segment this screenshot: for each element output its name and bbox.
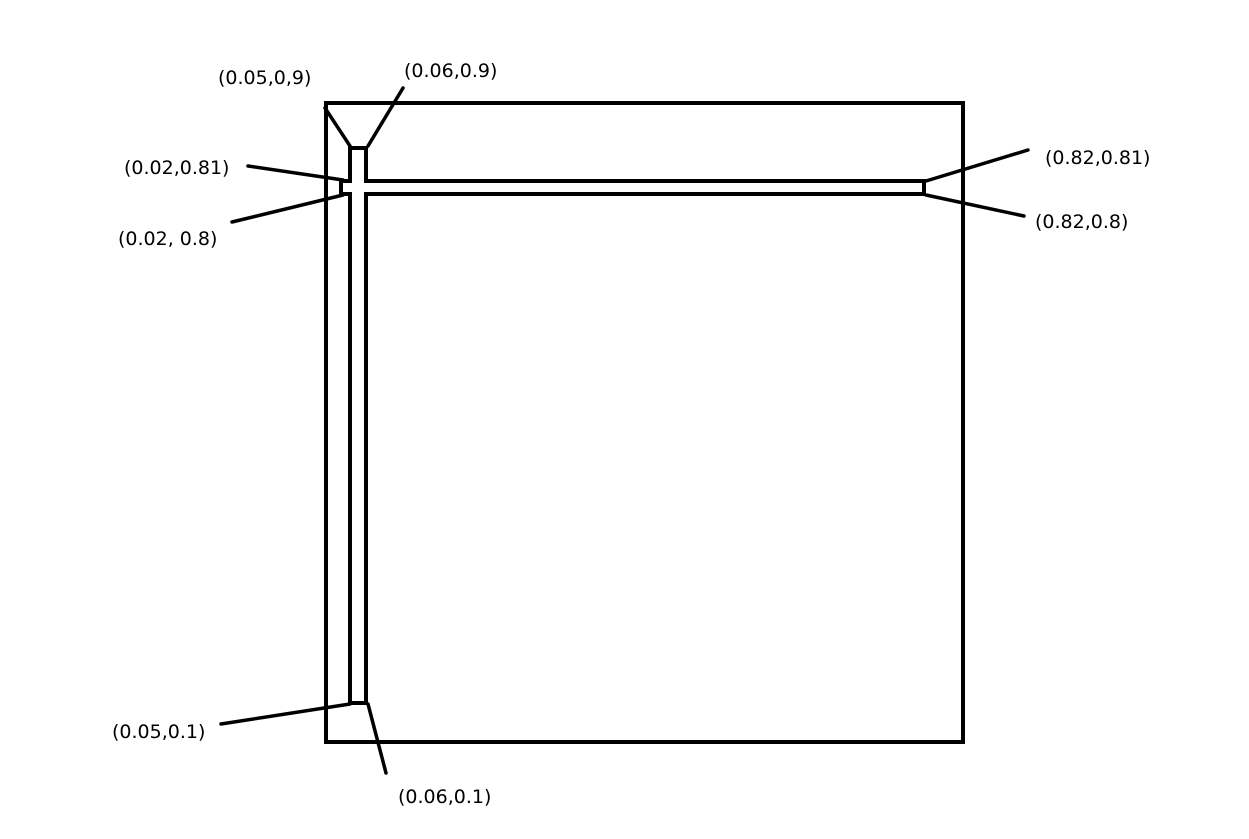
label-top-left-inner: (0.06,0.9): [404, 60, 497, 82]
label-right-upper: (0.82,0.81): [1045, 147, 1150, 169]
leader-right-upper: [924, 148, 1030, 183]
label-top-left-outer: (0.05,0,9): [218, 67, 311, 89]
label-bottom-left-inner: (0.06,0.1): [398, 786, 491, 808]
leader-right-lower: [924, 193, 1026, 218]
label-left-upper: (0.02,0.81): [124, 157, 229, 179]
label-right-lower: (0.82,0.8): [1035, 211, 1128, 233]
leader-top-left-inner: [366, 86, 405, 148]
cross-channel: [339, 146, 926, 705]
leader-bottom-left-outer: [219, 702, 352, 726]
leader-bottom-left-inner: [366, 702, 388, 775]
label-left-lower: (0.02, 0.8): [118, 228, 217, 250]
leader-top-left-outer: [323, 106, 352, 148]
label-bottom-left-outer: (0.05,0.1): [112, 721, 205, 743]
leader-left-upper: [246, 164, 345, 182]
domain-boundary: [324, 101, 965, 744]
leader-left-lower: [230, 193, 345, 224]
